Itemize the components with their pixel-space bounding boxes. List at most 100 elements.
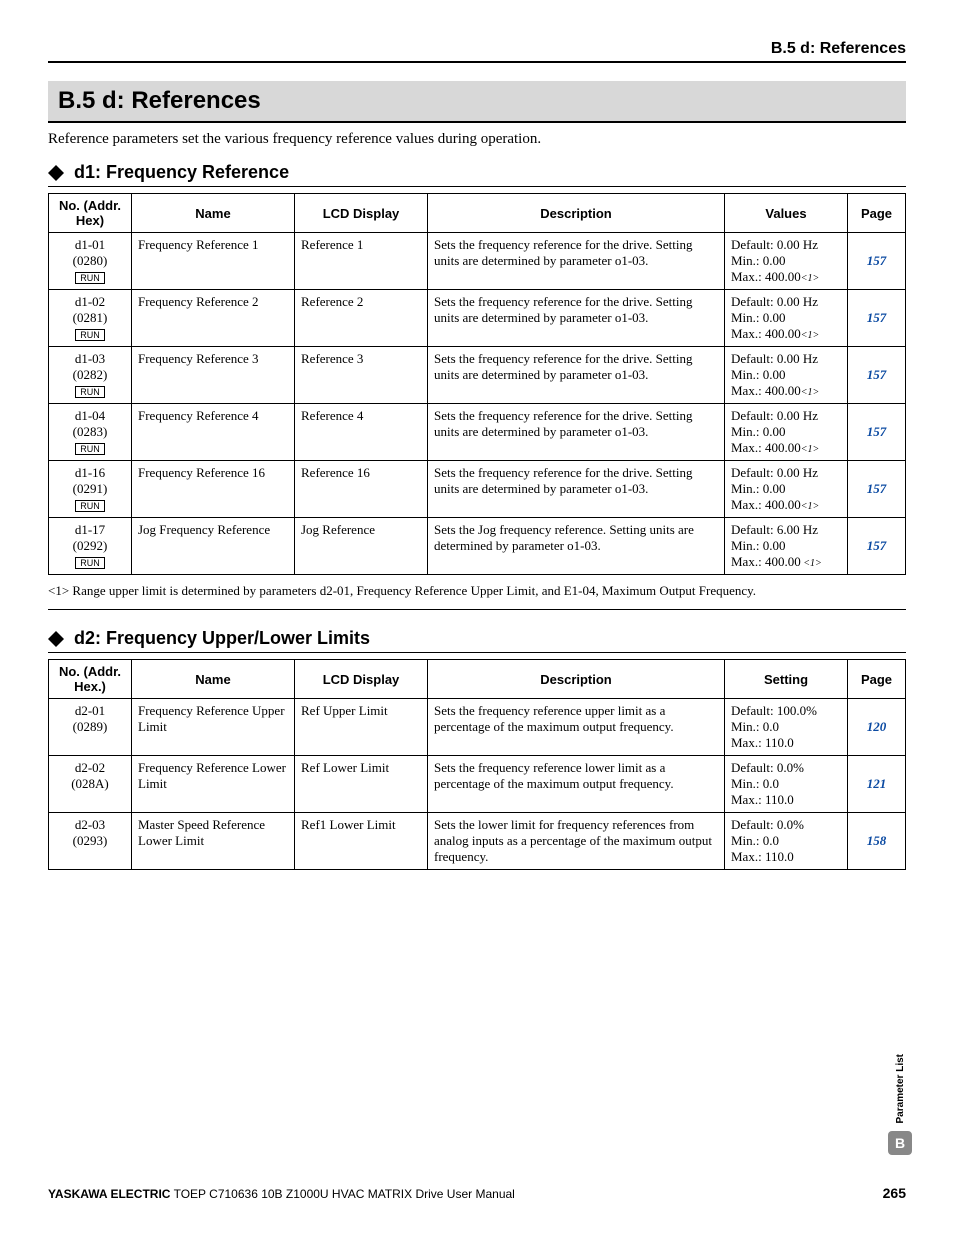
table-row: d1-17(0292)RUNJog Frequency ReferenceJog… <box>49 518 906 575</box>
cell-lcd: Ref1 Lower Limit <box>295 813 428 870</box>
th-vals: Setting <box>725 660 848 699</box>
table-d1: No. (Addr. Hex) Name LCD Display Descrip… <box>48 193 906 575</box>
cell-lcd: Reference 4 <box>295 404 428 461</box>
page-footer: YASKAWA ELECTRIC TOEP C710636 10B Z1000U… <box>48 1185 906 1201</box>
page-link[interactable]: 157 <box>867 253 887 268</box>
page-link[interactable]: 121 <box>867 776 887 791</box>
table-row: d1-02(0281)RUNFrequency Reference 2Refer… <box>49 290 906 347</box>
th-no: No. (Addr. Hex.) <box>49 660 132 699</box>
cell-setting: Default: 0.0%Min.: 0.0Max.: 110.0 <box>725 813 848 870</box>
subsection-d2-heading: d2: Frequency Upper/Lower Limits <box>48 628 906 653</box>
cell-values: Default: 6.00 HzMin.: 0.00Max.: 400.00 <… <box>725 518 848 575</box>
cell-page[interactable]: 157 <box>848 461 906 518</box>
cell-page[interactable]: 157 <box>848 518 906 575</box>
run-badge: RUN <box>75 386 105 398</box>
run-badge: RUN <box>75 557 105 569</box>
cell-name: Frequency Reference 3 <box>132 347 295 404</box>
cell-desc: Sets the frequency reference upper limit… <box>428 699 725 756</box>
cell-page[interactable]: 157 <box>848 347 906 404</box>
cell-setting: Default: 100.0%Min.: 0.0Max.: 110.0 <box>725 699 848 756</box>
cell-no: d1-16(0291)RUN <box>49 461 132 518</box>
cell-no: d1-04(0283)RUN <box>49 404 132 461</box>
cell-desc: Sets the lower limit for frequency refer… <box>428 813 725 870</box>
th-vals: Values <box>725 194 848 233</box>
th-lcd: LCD Display <box>295 660 428 699</box>
cell-page[interactable]: 157 <box>848 290 906 347</box>
cell-desc: Sets the Jog frequency reference. Settin… <box>428 518 725 575</box>
footer-left-bold: YASKAWA ELECTRIC <box>48 1187 170 1201</box>
cell-values: Default: 0.00 HzMin.: 0.00Max.: 400.00<1… <box>725 347 848 404</box>
page-link[interactable]: 157 <box>867 538 887 553</box>
cell-desc: Sets the frequency reference for the dri… <box>428 461 725 518</box>
th-desc: Description <box>428 194 725 233</box>
th-name: Name <box>132 194 295 233</box>
cell-name: Master Speed Reference Lower Limit <box>132 813 295 870</box>
footer-left: YASKAWA ELECTRIC TOEP C710636 10B Z1000U… <box>48 1187 515 1201</box>
th-name: Name <box>132 660 295 699</box>
diamond-icon <box>48 165 64 181</box>
cell-name: Frequency Reference 4 <box>132 404 295 461</box>
footnote-d1: <1> Range upper limit is determined by p… <box>48 583 906 610</box>
run-badge: RUN <box>75 500 105 512</box>
cell-lcd: Reference 1 <box>295 233 428 290</box>
cell-lcd: Reference 2 <box>295 290 428 347</box>
th-page: Page <box>848 194 906 233</box>
cell-values: Default: 0.00 HzMin.: 0.00Max.: 400.00<1… <box>725 233 848 290</box>
cell-name: Frequency Reference 2 <box>132 290 295 347</box>
page-link[interactable]: 158 <box>867 833 887 848</box>
cell-name: Frequency Reference Upper Limit <box>132 699 295 756</box>
table-row: d2-03(0293)Master Speed Reference Lower … <box>49 813 906 870</box>
section-title: B.5 d: References <box>48 81 906 123</box>
cell-page[interactable]: 157 <box>848 404 906 461</box>
cell-name: Frequency Reference 16 <box>132 461 295 518</box>
cell-no: d1-17(0292)RUN <box>49 518 132 575</box>
cell-values: Default: 0.00 HzMin.: 0.00Max.: 400.00<1… <box>725 461 848 518</box>
section-intro: Reference parameters set the various fre… <box>48 131 906 148</box>
cell-lcd: Jog Reference <box>295 518 428 575</box>
cell-desc: Sets the frequency reference lower limit… <box>428 756 725 813</box>
table-d2: No. (Addr. Hex.) Name LCD Display Descri… <box>48 659 906 870</box>
cell-name: Jog Frequency Reference <box>132 518 295 575</box>
cell-setting: Default: 0.0%Min.: 0.0Max.: 110.0 <box>725 756 848 813</box>
run-badge: RUN <box>75 272 105 284</box>
cell-page[interactable]: 121 <box>848 756 906 813</box>
cell-lcd: Ref Upper Limit <box>295 699 428 756</box>
cell-page[interactable]: 158 <box>848 813 906 870</box>
table-row: d2-01(0289)Frequency Reference Upper Lim… <box>49 699 906 756</box>
table-row: d1-16(0291)RUNFrequency Reference 16Refe… <box>49 461 906 518</box>
subsection-d1-title: d1: Frequency Reference <box>74 162 289 183</box>
cell-values: Default: 0.00 HzMin.: 0.00Max.: 400.00<1… <box>725 290 848 347</box>
run-badge: RUN <box>75 329 105 341</box>
side-badge: B <box>888 1131 912 1155</box>
table-row: d1-01(0280)RUNFrequency Reference 1Refer… <box>49 233 906 290</box>
cell-desc: Sets the frequency reference for the dri… <box>428 290 725 347</box>
page-link[interactable]: 120 <box>867 719 887 734</box>
cell-no: d1-02(0281)RUN <box>49 290 132 347</box>
cell-no: d1-01(0280)RUN <box>49 233 132 290</box>
subsection-d1-heading: d1: Frequency Reference <box>48 162 906 187</box>
page-link[interactable]: 157 <box>867 310 887 325</box>
cell-page[interactable]: 157 <box>848 233 906 290</box>
table-row: d1-03(0282)RUNFrequency Reference 3Refer… <box>49 347 906 404</box>
footer-left-rest: TOEP C710636 10B Z1000U HVAC MATRIX Driv… <box>170 1187 514 1201</box>
page-link[interactable]: 157 <box>867 367 887 382</box>
cell-lcd: Reference 3 <box>295 347 428 404</box>
page-link[interactable]: 157 <box>867 481 887 496</box>
cell-values: Default: 0.00 HzMin.: 0.00Max.: 400.00<1… <box>725 404 848 461</box>
run-badge: RUN <box>75 443 105 455</box>
cell-page[interactable]: 120 <box>848 699 906 756</box>
side-tab: Parameter List B <box>888 1054 912 1155</box>
cell-desc: Sets the frequency reference for the dri… <box>428 347 725 404</box>
cell-lcd: Reference 16 <box>295 461 428 518</box>
table-row: d1-04(0283)RUNFrequency Reference 4Refer… <box>49 404 906 461</box>
cell-no: d2-03(0293) <box>49 813 132 870</box>
cell-lcd: Ref Lower Limit <box>295 756 428 813</box>
cell-name: Frequency Reference Lower Limit <box>132 756 295 813</box>
page-header-right: B.5 d: References <box>48 40 906 63</box>
diamond-icon <box>48 631 64 647</box>
cell-desc: Sets the frequency reference for the dri… <box>428 233 725 290</box>
page-link[interactable]: 157 <box>867 424 887 439</box>
cell-no: d2-01(0289) <box>49 699 132 756</box>
th-page: Page <box>848 660 906 699</box>
cell-no: d2-02(028A) <box>49 756 132 813</box>
